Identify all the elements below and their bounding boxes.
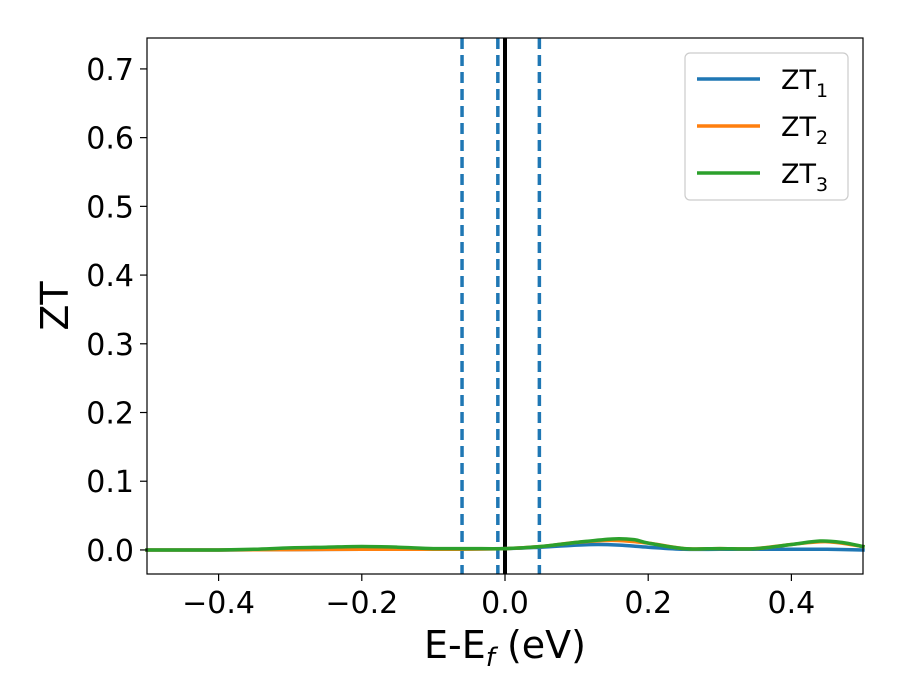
- x-ticks: −0.4 −0.2 0.0 0.2 0.4: [182, 574, 815, 621]
- x-axis-label: E-Ef (eV): [424, 623, 586, 673]
- x-tick-label: 0.4: [768, 586, 816, 621]
- y-tick-label: 0.2: [86, 397, 134, 432]
- y-tick-label: 0.6: [86, 122, 134, 157]
- series-lines: [145, 537, 866, 552]
- y-tick-label: 0.7: [86, 53, 134, 88]
- legend-entry-subscript: 3: [816, 174, 828, 196]
- legend-entry-subscript: 2: [816, 127, 828, 149]
- x-tick-label: 0.0: [481, 586, 529, 621]
- reference-lines: [460, 38, 542, 574]
- legend-box: [684, 52, 849, 201]
- y-axis-label: ZT: [33, 281, 77, 331]
- x-axis-label-main: E-E: [424, 623, 486, 667]
- legend-entry-label: ZT2: [781, 112, 828, 149]
- x-tick-label: −0.4: [182, 586, 255, 621]
- legend-entry-subscript: 1: [816, 80, 828, 102]
- series-line-zt3: [145, 537, 866, 552]
- y-tick-label: 0.3: [86, 328, 134, 363]
- x-axis-label-unit: (eV): [495, 623, 586, 667]
- legend-entry-label: ZT1: [781, 65, 828, 102]
- legend-entry-name: ZT: [781, 112, 816, 143]
- legend-entry-label: ZT3: [781, 159, 828, 196]
- y-tick-label: 0.4: [86, 259, 134, 294]
- x-tick-label: −0.2: [325, 586, 398, 621]
- x-tick-label: 0.2: [624, 586, 672, 621]
- y-tick-label: 0.0: [86, 534, 134, 569]
- y-tick-label: 0.5: [86, 190, 134, 225]
- legend-entry-name: ZT: [781, 65, 816, 96]
- legend-entry-name: ZT: [781, 159, 816, 190]
- y-tick-label: 0.1: [86, 465, 134, 500]
- y-ticks: 0.0 0.1 0.2 0.3 0.4 0.5 0.6 0.7: [86, 53, 147, 569]
